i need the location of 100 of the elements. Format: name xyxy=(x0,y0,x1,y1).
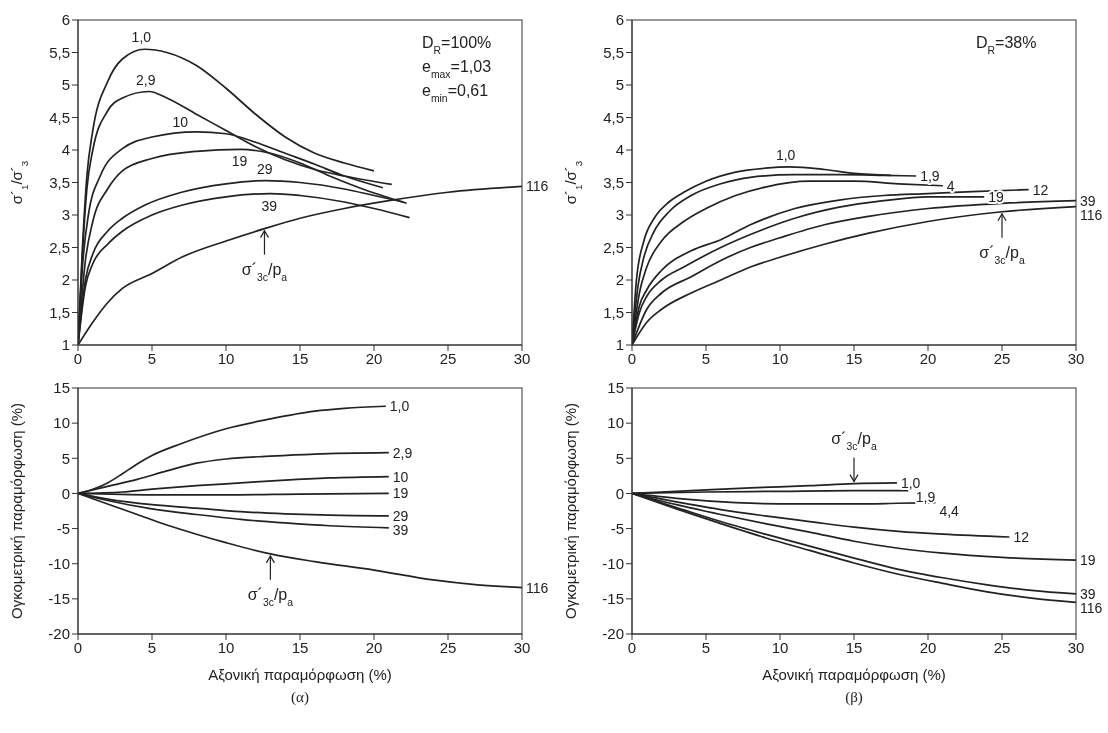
x-tick-label: 20 xyxy=(919,349,937,367)
y-tick-label: 5 xyxy=(61,76,70,94)
series-label: 19 xyxy=(392,485,409,502)
x-tick-label: 25 xyxy=(993,349,1011,367)
series-label: 1,0 xyxy=(131,29,152,46)
x-tick-label: 5 xyxy=(147,349,157,367)
series-label: 12 xyxy=(1032,181,1049,198)
x-tick-label: 5 xyxy=(147,638,157,656)
y-tick-label: -15 xyxy=(48,590,70,608)
x-tick-label: 25 xyxy=(439,638,457,656)
y-tick-label: 4 xyxy=(615,141,624,159)
y-tick-label: 5 xyxy=(615,76,624,94)
y-tick-label: 10 xyxy=(53,414,70,432)
y-tick-label: 3,5 xyxy=(49,173,70,191)
x-axis-title: Αξονική παραμόρφωση (%) xyxy=(208,666,392,683)
annotation: D$_{R}$=38% xyxy=(976,34,1037,56)
y-tick-label: -10 xyxy=(48,555,70,573)
series-label: 1,9 xyxy=(915,488,936,505)
x-tick-label: 15 xyxy=(291,638,309,656)
y-tick-label: 2 xyxy=(61,271,70,289)
series-label: 39 xyxy=(1080,192,1096,209)
y-tick-label: -20 xyxy=(602,625,624,643)
x-tick-label: 30 xyxy=(1067,638,1085,656)
y-tick-label: 2,5 xyxy=(49,238,70,256)
series-label: 1,0 xyxy=(900,474,921,491)
y-tick-label: 3 xyxy=(61,206,70,224)
y-tick-label: 6 xyxy=(61,11,70,29)
y-tick-label: 4,5 xyxy=(49,108,70,126)
x-tick-label: 30 xyxy=(513,349,531,367)
text: (α) xyxy=(291,689,309,706)
series-label: 1,0 xyxy=(775,146,796,163)
x-tick-label: 15 xyxy=(291,349,309,367)
x-tick-label: 20 xyxy=(365,349,383,367)
y-tick-label: 15 xyxy=(53,379,70,397)
x-tick-label: 5 xyxy=(701,638,711,656)
y-tick-label: 1,5 xyxy=(603,303,624,321)
text: (β) xyxy=(845,689,863,706)
x-tick-label: 0 xyxy=(73,349,83,367)
series-label: 116 xyxy=(1080,599,1103,616)
y-tick-label: 2 xyxy=(615,271,624,289)
y-axis-title: Ογκομετρική παραμόρφωση (%) xyxy=(562,402,579,620)
series-label: 19 xyxy=(1080,552,1096,569)
x-tick-label: 15 xyxy=(845,349,863,367)
x-tick-label: 15 xyxy=(845,638,863,656)
x-tick-label: 0 xyxy=(627,638,637,656)
x-tick-label: 20 xyxy=(919,638,937,656)
y-tick-label: 5 xyxy=(61,449,70,467)
x-tick-label: 10 xyxy=(217,638,235,656)
series-label: 12 xyxy=(1013,529,1030,546)
x-tick-label: 25 xyxy=(993,638,1011,656)
series-label: 19 xyxy=(988,188,1005,205)
series-label: 4 xyxy=(946,177,955,194)
y-tick-label: 5 xyxy=(615,449,624,467)
y-tick-label: 3 xyxy=(615,206,624,224)
series-label: 29 xyxy=(392,507,409,524)
y-axis-title: Ογκομετρική παραμόρφωση (%) xyxy=(8,402,25,620)
x-tick-label: 10 xyxy=(217,349,235,367)
y-tick-label: 2,5 xyxy=(603,238,624,256)
x-tick-label: 10 xyxy=(771,638,789,656)
y-tick-label: 5,5 xyxy=(49,43,70,61)
series-label: 2,9 xyxy=(392,444,413,461)
series-label: 29 xyxy=(256,160,273,177)
y-tick-label: 1 xyxy=(61,336,70,354)
series-label: 19 xyxy=(231,153,248,170)
annotation: D$_{R}$=100% xyxy=(422,34,492,56)
x-tick-label: 20 xyxy=(365,638,383,656)
y-tick-label: 3,5 xyxy=(603,173,624,191)
series-label: 116 xyxy=(526,178,549,195)
annotation: e$_{min}$=0,61 xyxy=(422,82,489,104)
x-tick-label: 30 xyxy=(1067,349,1085,367)
y-tick-label: 15 xyxy=(607,379,624,397)
y-tick-label: -5 xyxy=(610,519,624,537)
x-tick-label: 10 xyxy=(771,349,789,367)
x-axis-title: Αξονική παραμόρφωση (%) xyxy=(762,666,946,683)
x-tick-label: 0 xyxy=(627,349,637,367)
series-label: 2,9 xyxy=(136,71,156,88)
annotation: e$_{max}$=1,03 xyxy=(422,58,492,80)
x-tick-label: 30 xyxy=(513,638,531,656)
y-tick-label: 1 xyxy=(615,336,624,354)
series-label: 1,0 xyxy=(389,398,410,415)
x-tick-label: 0 xyxy=(73,638,83,656)
series-label: 10 xyxy=(172,113,189,130)
series-label: 116 xyxy=(1080,206,1103,223)
y-tick-label: 1,5 xyxy=(49,303,70,321)
series-label: 39 xyxy=(392,521,409,538)
y-tick-label: -20 xyxy=(48,625,70,643)
x-tick-label: 5 xyxy=(701,349,711,367)
series-label: 39 xyxy=(261,197,278,214)
y-tick-label: 0 xyxy=(61,484,70,502)
series-label: 116 xyxy=(526,579,549,596)
series-label: 1,9 xyxy=(920,168,940,184)
annotation: σ´$_{3c}$/p$_{a}$ xyxy=(979,243,1025,266)
y-tick-label: -10 xyxy=(602,555,624,573)
x-tick-label: 25 xyxy=(439,349,457,367)
annotation: σ´$_{3c}$/p$_{a}$ xyxy=(247,585,294,608)
y-tick-label: 5,5 xyxy=(603,43,624,61)
annotation: σ´$_{3c}$/p$_{a}$ xyxy=(241,260,288,283)
y-tick-label: -5 xyxy=(56,519,70,537)
y-tick-label: 6 xyxy=(615,11,624,29)
series-label: 4,4 xyxy=(939,502,960,519)
